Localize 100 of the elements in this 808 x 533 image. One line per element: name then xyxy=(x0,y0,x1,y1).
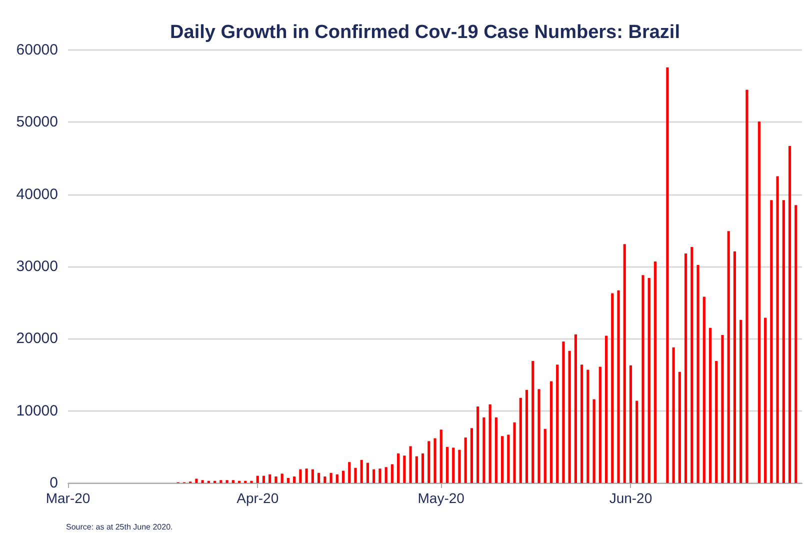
bar xyxy=(513,422,516,483)
bar xyxy=(434,438,436,483)
bar xyxy=(568,350,571,483)
bar xyxy=(746,90,748,483)
bar xyxy=(764,318,767,483)
bar xyxy=(336,474,338,483)
bar xyxy=(654,261,656,483)
bar xyxy=(636,400,638,483)
bar xyxy=(642,275,644,483)
bar xyxy=(611,293,614,483)
y-tick-label: 0 xyxy=(50,474,58,492)
bar xyxy=(776,176,779,483)
y-tick-label: 10000 xyxy=(16,402,58,420)
bar xyxy=(378,468,382,483)
bar xyxy=(482,417,486,483)
x-tick-label: May-20 xyxy=(418,490,465,506)
bar xyxy=(672,347,675,483)
bar xyxy=(544,428,546,483)
bar xyxy=(452,448,455,483)
bar xyxy=(342,470,345,483)
bar xyxy=(330,472,332,483)
y-tick-label: 30000 xyxy=(16,258,58,275)
bar xyxy=(354,468,357,483)
bar xyxy=(648,278,650,483)
bar xyxy=(629,365,632,483)
bar xyxy=(556,364,559,483)
y-tick-label: 20000 xyxy=(16,330,58,348)
bar xyxy=(604,336,608,483)
bar xyxy=(733,251,736,483)
bar xyxy=(360,460,363,483)
bar xyxy=(623,244,626,483)
bar xyxy=(268,474,272,483)
bar xyxy=(562,342,565,483)
bar xyxy=(500,436,504,483)
x-tick-label: Mar-20 xyxy=(46,490,90,506)
bar xyxy=(592,399,596,483)
bar xyxy=(390,464,394,483)
bar xyxy=(586,370,590,483)
bar xyxy=(538,389,540,483)
y-tick-label: 50000 xyxy=(16,114,58,131)
bar xyxy=(286,478,290,483)
bar xyxy=(201,480,204,483)
x-tick-label: Jun-20 xyxy=(609,490,652,506)
bar xyxy=(782,200,785,483)
bar xyxy=(488,404,492,483)
bar xyxy=(311,469,314,483)
bar xyxy=(708,328,712,483)
bar xyxy=(617,290,620,483)
bar xyxy=(794,205,798,483)
bar xyxy=(470,428,473,483)
bar xyxy=(721,335,724,483)
bar xyxy=(770,200,773,483)
bar xyxy=(464,438,467,483)
bar xyxy=(256,476,259,483)
bar xyxy=(678,372,681,483)
bar xyxy=(580,364,584,483)
bar xyxy=(372,469,376,483)
bar xyxy=(525,390,528,483)
bar xyxy=(684,254,688,483)
bar xyxy=(788,146,792,483)
bar xyxy=(702,296,706,483)
bar xyxy=(384,467,388,483)
source-note: Source: as at 25th June 2020. xyxy=(66,522,173,532)
bar xyxy=(666,67,669,483)
bar xyxy=(550,381,553,483)
bar xyxy=(740,320,742,483)
bar xyxy=(415,456,418,483)
bar xyxy=(274,476,278,483)
chart-title: Daily Growth in Confirmed Cov-19 Case Numbers: Brazil xyxy=(170,22,680,43)
bar xyxy=(690,247,694,483)
bar xyxy=(440,430,442,483)
bar xyxy=(262,476,266,483)
bar xyxy=(293,476,296,483)
bar xyxy=(226,480,228,483)
bar xyxy=(403,456,406,483)
y-tick-label: 60000 xyxy=(16,42,58,58)
bar xyxy=(232,480,234,483)
bar xyxy=(758,121,760,483)
bar xyxy=(446,446,449,483)
bar xyxy=(574,334,577,483)
bar xyxy=(428,441,430,483)
bar xyxy=(366,462,370,483)
bar xyxy=(727,231,730,483)
bar xyxy=(494,417,498,483)
bar xyxy=(598,366,602,483)
bar xyxy=(317,472,320,483)
bar xyxy=(397,453,400,483)
bar xyxy=(305,468,308,483)
bar xyxy=(195,478,198,483)
bar xyxy=(519,398,522,483)
bar xyxy=(476,406,480,483)
x-tick-label: Apr-20 xyxy=(236,490,279,506)
bar xyxy=(458,450,461,483)
bar xyxy=(532,361,534,483)
y-tick-label: 40000 xyxy=(16,186,58,203)
bar xyxy=(348,462,351,483)
bar xyxy=(715,361,718,483)
bar xyxy=(696,265,700,483)
bar xyxy=(507,434,510,483)
bar xyxy=(324,476,326,483)
